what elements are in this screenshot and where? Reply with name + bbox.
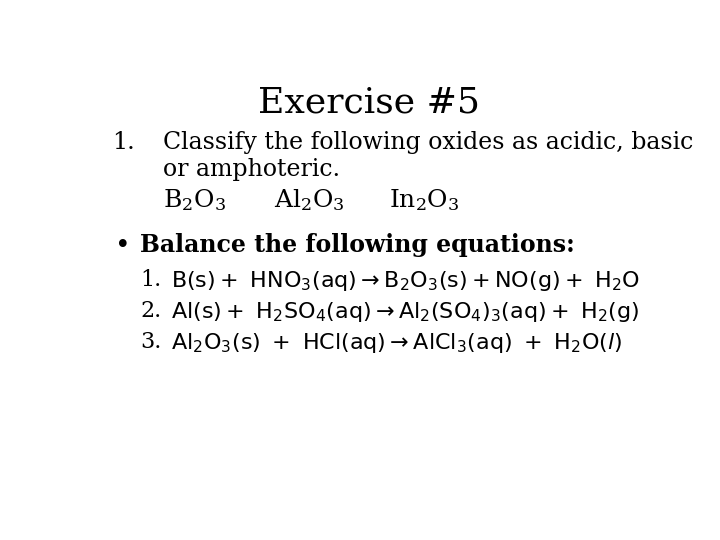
Text: $\mathregular{In_2O_3}$: $\mathregular{In_2O_3}$ <box>389 187 459 213</box>
Text: $\mathregular{Al_2O_3}$: $\mathregular{Al_2O_3}$ <box>274 187 345 213</box>
Text: or amphoteric.: or amphoteric. <box>163 158 340 181</box>
Text: 3.: 3. <box>140 331 161 353</box>
Text: 1.: 1. <box>140 268 161 291</box>
Text: •: • <box>115 233 131 258</box>
Text: Exercise #5: Exercise #5 <box>258 85 480 119</box>
Text: $\mathregular{Al(s) + \ H_2SO_4(aq) \rightarrow Al_2(SO_4)_3(aq) + \ H_2(g)}$: $\mathregular{Al(s) + \ H_2SO_4(aq) \rig… <box>171 300 639 323</box>
Text: Balance the following equations:: Balance the following equations: <box>140 233 575 257</box>
Text: 1.: 1. <box>112 131 135 154</box>
Text: 2.: 2. <box>140 300 161 322</box>
Text: Classify the following oxides as acidic, basic: Classify the following oxides as acidic,… <box>163 131 693 154</box>
Text: $\mathregular{B(s) + \ HNO_3(aq) \rightarrow B_2O_3(s) + NO(g) + \ H_2O}$: $\mathregular{B(s) + \ HNO_3(aq) \righta… <box>171 268 640 293</box>
Text: $\mathregular{B_2O_3}$: $\mathregular{B_2O_3}$ <box>163 187 225 213</box>
Text: $\mathregular{Al_2O_3(s) \ + \ HCl(aq) \rightarrow AlCl_3(aq) \ + \ H_2O(\mathit: $\mathregular{Al_2O_3(s) \ + \ HCl(aq) \… <box>171 331 622 355</box>
